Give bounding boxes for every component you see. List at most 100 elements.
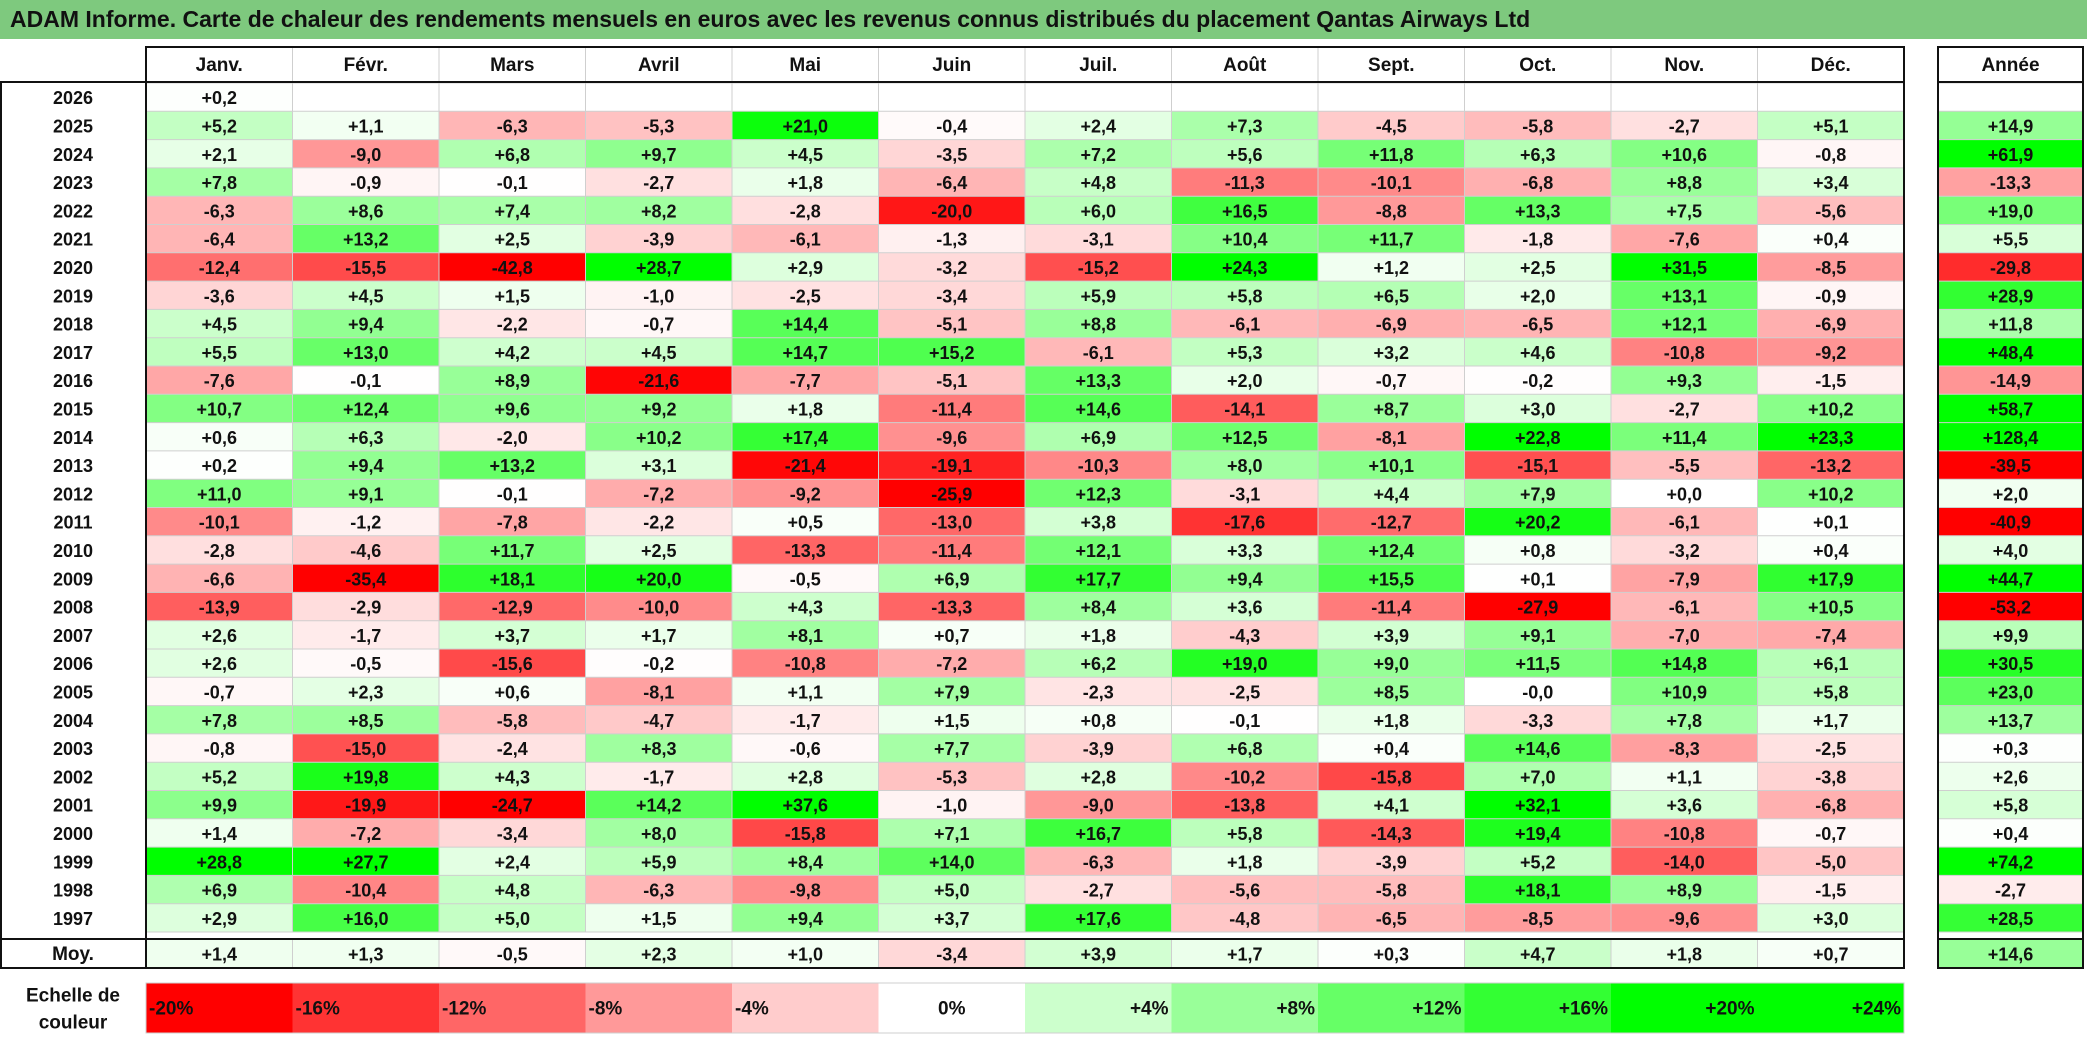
cell-value: +7,1 (934, 824, 970, 844)
cell-value: -3,3 (1522, 711, 1553, 731)
annual-cell (1938, 762, 2083, 791)
cell-value: -6,9 (1815, 315, 1846, 335)
heatmap-cell (292, 252, 439, 282)
cell-value: +0,5 (787, 513, 823, 533)
heatmap-cell (1025, 196, 1172, 225)
heatmap-cell (1757, 139, 1904, 168)
cell-value: +10,4 (1222, 230, 1268, 250)
heatmap-cell (1611, 677, 1758, 706)
heatmap-cell (1171, 705, 1318, 734)
cell-value: +6,3 (1520, 145, 1556, 165)
cell-value: -6,8 (1815, 796, 1846, 816)
heatmap-cell (585, 564, 732, 593)
heatmap-cell (1171, 592, 1318, 621)
cell-value: -0,7 (204, 682, 235, 702)
heatmap-cell (1171, 790, 1318, 819)
cell-value: +19,0 (1222, 654, 1268, 674)
cell-value: -11,3 (1225, 173, 1265, 193)
cell-value: +1,8 (787, 399, 823, 419)
cell-value: +23,3 (1808, 428, 1854, 448)
heatmap-cell (878, 196, 1025, 225)
year-label: 2008 (53, 598, 93, 618)
heatmap-cell (1318, 167, 1465, 197)
heatmap-cell (878, 875, 1025, 904)
heatmap-cell (292, 733, 439, 763)
cell-value: -4,3 (1229, 626, 1260, 646)
cell-value: +12,4 (1368, 541, 1414, 561)
cell-value: -7,8 (497, 513, 528, 533)
annual-cell (1938, 847, 2083, 876)
cell-value: +19,8 (343, 767, 389, 787)
heatmap-cell (1025, 903, 1172, 932)
annual-cell (1938, 677, 2083, 706)
heatmap-cell (1171, 111, 1318, 140)
cell-value: +2,5 (494, 230, 530, 250)
heatmap-cell (1757, 705, 1904, 734)
cell-value: +16,7 (1075, 824, 1121, 844)
annual-cell (1938, 394, 2083, 423)
average-cell (1025, 939, 1172, 968)
heatmap-cell (146, 564, 293, 593)
scale-step-label: +8% (1276, 999, 1315, 1020)
cell-value: -7,6 (204, 371, 235, 391)
year-label: 2018 (53, 315, 93, 335)
cell-value: +2,9 (787, 258, 823, 278)
cell-value: -10,8 (1664, 343, 1705, 363)
heatmap-cell (292, 790, 439, 819)
heatmap-cell (1318, 818, 1465, 848)
heatmap-cell (439, 111, 586, 140)
heatmap-cell (439, 847, 586, 876)
cell-value: +5,6 (1227, 145, 1263, 165)
heatmap-cell (439, 139, 586, 168)
heatmap-cell (1611, 762, 1758, 791)
heatmap-cell (1025, 309, 1172, 338)
heatmap-cell (1025, 422, 1172, 451)
month-header: Juil. (1079, 55, 1117, 76)
cell-value: -15,6 (492, 654, 533, 674)
heatmap-cell (1464, 535, 1611, 565)
heatmap-cell (732, 535, 879, 565)
cell-value: +3,0 (1813, 909, 1849, 929)
cell-value: +6,9 (201, 881, 237, 901)
heatmap-cell (1171, 422, 1318, 451)
heatmap-cell (878, 252, 1025, 282)
heatmap-cell (292, 196, 439, 225)
cell-value: -2,7 (643, 173, 674, 193)
cell-value: +1,8 (1227, 852, 1263, 872)
month-header: Mai (789, 55, 821, 76)
cell-value: +0,1 (1813, 513, 1849, 533)
average-value: -0,5 (497, 945, 528, 965)
cell-value: -0,7 (1376, 371, 1407, 391)
annual-cell (1938, 818, 2083, 848)
heatmap-cell (732, 790, 879, 819)
cell-value: -0,6 (790, 739, 821, 759)
cell-value: -21,6 (638, 371, 679, 391)
cell-value: +8,0 (641, 824, 677, 844)
cell-value: +2,6 (201, 626, 237, 646)
cell-value: -8,1 (643, 682, 674, 702)
annual-cell (1938, 337, 2083, 366)
cell-value: -12,7 (1371, 513, 1412, 533)
month-header: Août (1223, 55, 1267, 76)
annual-value: +13,7 (1988, 711, 2034, 731)
cell-value: +9,4 (348, 315, 384, 335)
heatmap-cell (292, 903, 439, 932)
cell-value: -0,9 (350, 173, 381, 193)
average-cell (146, 939, 293, 968)
cell-value: +11,7 (1369, 230, 1414, 250)
heatmap-cell (878, 564, 1025, 593)
scale-swatch (292, 983, 439, 1033)
cell-value: +32,1 (1515, 796, 1561, 816)
heatmap-cell (146, 705, 293, 734)
cell-value: +9,7 (641, 145, 677, 165)
annual-cell (1938, 252, 2083, 282)
cell-value: -13,0 (931, 513, 972, 533)
heatmap-cell (439, 224, 586, 253)
heatmap-cell (1464, 903, 1611, 932)
cell-value: +11,8 (1369, 145, 1414, 165)
cell-value: +17,9 (1808, 569, 1854, 589)
cell-value: -13,8 (1224, 796, 1265, 816)
heatmap-cell (439, 450, 586, 480)
annual-value: +48,4 (1988, 343, 2034, 363)
annual-cell (1938, 224, 2083, 253)
